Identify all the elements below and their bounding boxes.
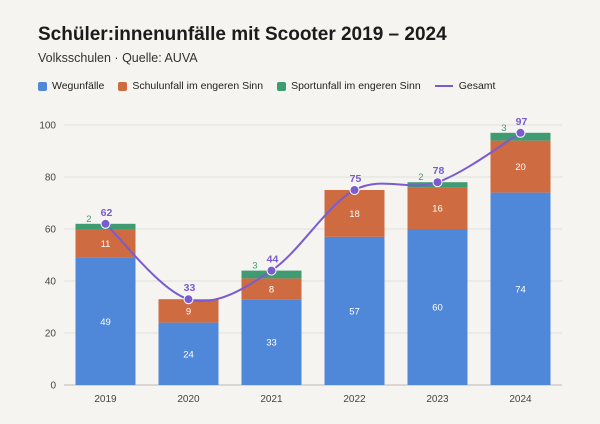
bar-segment [324, 236, 385, 385]
bar-segment-label: 60 [432, 303, 443, 314]
bar-segment [490, 140, 551, 193]
bar-segment-label: 18 [349, 209, 360, 220]
bar-segment-label: 16 [432, 204, 443, 215]
y-tick-label: 0 [50, 381, 56, 392]
y-tick-label: 80 [45, 173, 57, 184]
bar-segment-label: 8 [269, 284, 274, 295]
gesamt-point [183, 294, 194, 305]
bar-segment-label: 33 [266, 338, 277, 349]
legend-swatch-schulunfall [118, 81, 128, 91]
bar-segment [241, 278, 302, 300]
y-tick-label: 20 [45, 329, 57, 340]
gesamt-line [104, 131, 522, 302]
gesamt-point [515, 127, 526, 138]
bar-segment [158, 299, 219, 323]
y-tick-label: 40 [45, 277, 57, 288]
gesamt-point [432, 177, 443, 188]
x-tick-label: 2023 [426, 394, 449, 405]
bar-segment [490, 192, 551, 385]
x-tick-label: 2022 [343, 394, 366, 405]
bar-segment-label: 11 [101, 239, 111, 250]
bar-segment-label: 9 [186, 306, 191, 317]
legend-item-sportunfall: Sportunfall im engeren Sinn [277, 80, 421, 92]
gesamt-point [349, 185, 360, 195]
bar-segment-label: 3 [501, 123, 506, 134]
bar-segment-label: 2 [418, 172, 423, 183]
bar-segment-label: 2 [86, 214, 91, 225]
bar-segment [407, 229, 468, 385]
bar-segment-label: 49 [100, 317, 111, 328]
gesamt-value-label: 33 [184, 282, 196, 294]
gesamt-value-label: 62 [101, 207, 113, 219]
gesamt-point [266, 265, 277, 276]
gesamt-value-label: 75 [350, 173, 362, 185]
bar-segment [407, 187, 468, 229]
bar-segment [75, 229, 136, 258]
bar-segment-label: 3 [252, 261, 257, 272]
bar-segment [324, 190, 385, 237]
chart-subtitle: Volksschulen · Quelle: AUVA [38, 51, 198, 65]
bar-segment-label: 74 [515, 284, 526, 295]
gesamt-value-label: 97 [516, 116, 528, 128]
legend-item-wegunfaelle: Wegunfälle [38, 80, 104, 92]
x-tick-label: 2019 [94, 394, 117, 405]
bar-segment-label: 57 [349, 306, 360, 317]
x-tick-label: 2024 [509, 394, 532, 405]
legend: Wegunfälle Schulunfall im engeren Sinn S… [38, 80, 509, 92]
y-tick-label: 100 [39, 121, 56, 132]
gesamt-value-label: 78 [433, 165, 445, 177]
legend-label-wegunfaelle: Wegunfälle [52, 80, 105, 92]
legend-swatch-wegunfaelle [38, 81, 47, 91]
legend-label-gesamt: Gesamt [458, 80, 496, 92]
bar-segment-label: 24 [183, 349, 194, 360]
bar-segment [241, 299, 302, 385]
chart-title: Schüler:innenunfälle mit Scooter 2019 – … [38, 24, 447, 45]
x-tick-label: 2020 [177, 394, 200, 405]
legend-swatch-sportunfall [277, 81, 287, 91]
legend-label-schulunfall: Schulunfall im engeren Sinn [132, 80, 264, 92]
legend-item-gesamt: Gesamt [434, 80, 496, 92]
x-tick-label: 2021 [260, 394, 283, 405]
bar-segment [75, 257, 136, 385]
legend-item-schulunfall: Schulunfall im engeren Sinn [118, 80, 263, 92]
legend-label-sportunfall: Sportunfall im engeren Sinn [291, 80, 421, 92]
y-tick-label: 60 [45, 225, 57, 236]
gesamt-point [100, 218, 111, 229]
bar-segment-label: 20 [515, 162, 526, 173]
legend-swatch-gesamt [434, 85, 453, 87]
gesamt-value-label: 44 [267, 254, 279, 266]
bar-segment [158, 322, 219, 385]
